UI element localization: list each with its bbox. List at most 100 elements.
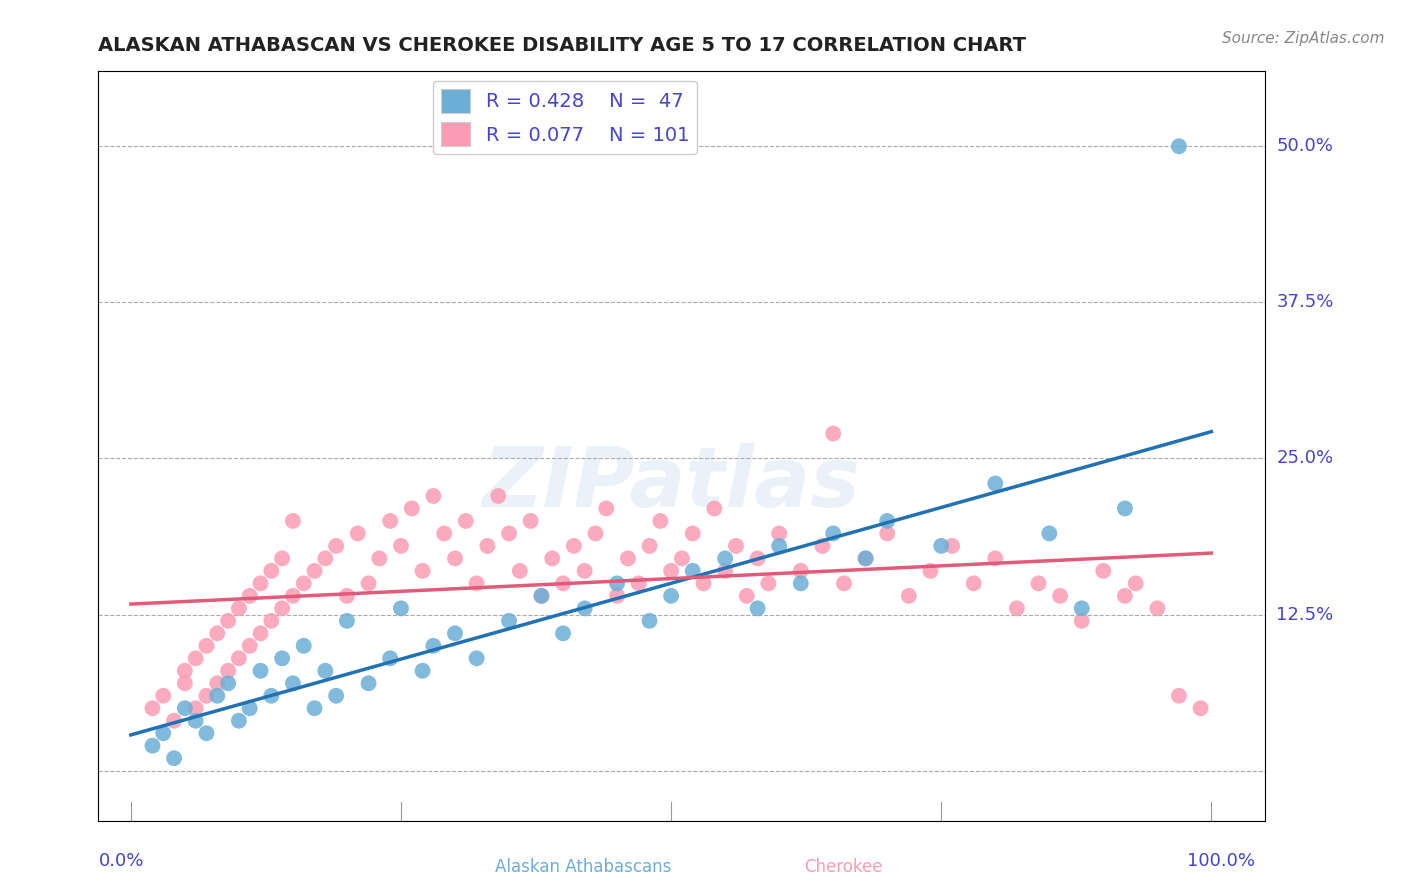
- Point: [422, 489, 444, 503]
- Point: [876, 526, 898, 541]
- Point: [217, 614, 239, 628]
- Point: [228, 714, 250, 728]
- Point: [433, 526, 456, 541]
- Point: [249, 664, 271, 678]
- Text: 0.0%: 0.0%: [98, 852, 143, 870]
- Point: [1114, 501, 1136, 516]
- Point: [304, 701, 326, 715]
- Point: [152, 689, 174, 703]
- Point: [920, 564, 942, 578]
- Point: [325, 689, 347, 703]
- Point: [682, 564, 704, 578]
- Point: [239, 639, 262, 653]
- Point: [984, 476, 1007, 491]
- Point: [1092, 564, 1115, 578]
- Point: [422, 639, 444, 653]
- Point: [173, 701, 195, 715]
- Point: [1070, 601, 1092, 615]
- Point: [1005, 601, 1028, 615]
- Point: [714, 551, 737, 566]
- Point: [477, 539, 499, 553]
- Point: [260, 564, 283, 578]
- Point: [401, 501, 423, 516]
- Point: [498, 614, 520, 628]
- Point: [412, 564, 434, 578]
- Point: [703, 501, 725, 516]
- Point: [876, 514, 898, 528]
- Point: [823, 426, 845, 441]
- Point: [271, 601, 294, 615]
- Point: [249, 626, 271, 640]
- Point: [768, 539, 790, 553]
- Point: [292, 576, 315, 591]
- Point: [790, 576, 813, 591]
- Point: [606, 589, 628, 603]
- Point: [1168, 139, 1191, 153]
- Point: [486, 489, 509, 503]
- Point: [357, 576, 380, 591]
- Point: [1070, 614, 1092, 628]
- Point: [217, 664, 239, 678]
- Point: [314, 551, 336, 566]
- Point: [1189, 701, 1212, 715]
- Point: [184, 701, 207, 715]
- Point: [519, 514, 541, 528]
- Point: [551, 576, 574, 591]
- Point: [281, 514, 304, 528]
- Point: [260, 689, 283, 703]
- Point: [465, 651, 488, 665]
- Point: [650, 514, 672, 528]
- Point: [163, 751, 186, 765]
- Point: [562, 539, 585, 553]
- Point: [735, 589, 758, 603]
- Point: [1028, 576, 1050, 591]
- Point: [271, 651, 294, 665]
- Point: [530, 589, 553, 603]
- Text: Alaskan Athabascans: Alaskan Athabascans: [495, 858, 672, 876]
- Point: [368, 551, 391, 566]
- Point: [195, 726, 218, 740]
- Point: [184, 651, 207, 665]
- Point: [281, 589, 304, 603]
- Point: [638, 614, 661, 628]
- Point: [336, 589, 359, 603]
- Point: [671, 551, 693, 566]
- Point: [984, 551, 1007, 566]
- Point: [207, 676, 229, 690]
- Text: 12.5%: 12.5%: [1277, 606, 1333, 624]
- Point: [811, 539, 834, 553]
- Point: [336, 614, 359, 628]
- Point: [1146, 601, 1168, 615]
- Point: [444, 626, 467, 640]
- Point: [1168, 689, 1191, 703]
- Point: [768, 526, 790, 541]
- Point: [627, 576, 650, 591]
- Text: 37.5%: 37.5%: [1277, 293, 1333, 311]
- Point: [195, 639, 218, 653]
- Point: [638, 539, 661, 553]
- Text: Cherokee: Cherokee: [804, 858, 883, 876]
- Point: [380, 514, 402, 528]
- Point: [173, 676, 195, 690]
- Point: [314, 664, 336, 678]
- Point: [823, 526, 845, 541]
- Point: [239, 701, 262, 715]
- Point: [595, 501, 617, 516]
- Point: [249, 576, 271, 591]
- Point: [832, 576, 855, 591]
- Point: [617, 551, 640, 566]
- Point: [747, 551, 769, 566]
- Point: [207, 626, 229, 640]
- Point: [574, 564, 596, 578]
- Point: [389, 601, 412, 615]
- Point: [941, 539, 963, 553]
- Point: [173, 664, 195, 678]
- Point: [1049, 589, 1071, 603]
- Point: [163, 714, 186, 728]
- Point: [281, 676, 304, 690]
- Point: [271, 551, 294, 566]
- Point: [357, 676, 380, 690]
- Point: [929, 539, 952, 553]
- Point: [1038, 526, 1060, 541]
- Point: [304, 564, 326, 578]
